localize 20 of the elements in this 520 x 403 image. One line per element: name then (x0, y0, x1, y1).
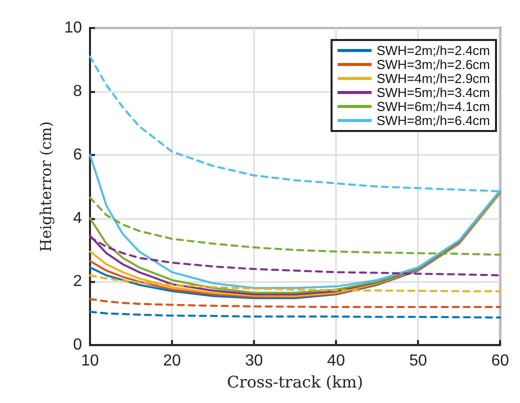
y-tick-label: 8 (73, 82, 82, 100)
line-series (89, 298, 502, 308)
legend-label: SWH=6m;/h=4.1cm (376, 99, 490, 114)
x-tick-label: 40 (327, 352, 346, 370)
x-axis-title: Cross-track (km) (227, 372, 364, 392)
y-tick-label: 10 (64, 20, 82, 36)
legend-label: SWH=4m;/h=2.9cm (376, 71, 490, 86)
y-tick-label: 6 (73, 146, 82, 164)
x-tick-label: 20 (163, 352, 182, 370)
y-tick-label: 4 (73, 210, 82, 227)
x-tick-label: 60 (491, 352, 510, 370)
legend-label: SWH=2m;/h=2.4cm (376, 43, 490, 58)
y-tick-label: 0 (73, 336, 82, 354)
legend-label: SWH=5m;/h=3.4cm (376, 85, 490, 100)
y-tick-label: 2 (73, 273, 82, 290)
legend-label: SWH=3m;/h=2.6cm (376, 57, 490, 72)
x-tick-label: 30 (245, 352, 264, 370)
y-axis-title: Heighterror (cm) (36, 121, 55, 252)
legend-label: SWH=8m;/h=6.4cm (376, 113, 490, 128)
x-tick-label: 50 (409, 352, 428, 370)
